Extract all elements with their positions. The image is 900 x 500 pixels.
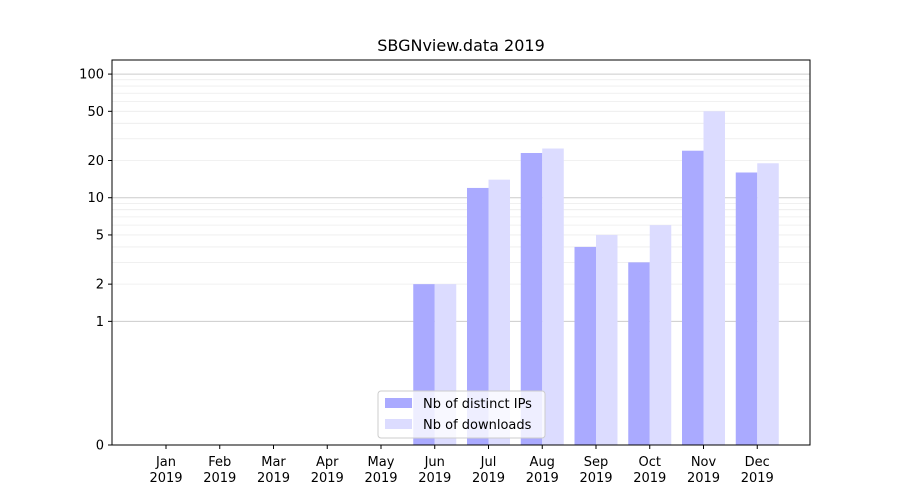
bar-distinct-ips-dec [735, 172, 758, 446]
bar-distinct-ips-nov [682, 150, 704, 445]
legend: Nb of distinct IPs Nb of downloads [377, 390, 546, 439]
y-axis-ticks: 0 1 2 5 10 20 50 100 [79, 68, 112, 454]
legend-box [377, 390, 546, 439]
x-tick-label-month: Feb [208, 455, 231, 470]
bar-distinct-ips-sep [574, 246, 596, 445]
bar-downloads-dec [757, 163, 779, 445]
y-tick-label: 1 [96, 315, 104, 330]
bar-downloads-jul [488, 179, 510, 446]
x-tick-label-month: Jun [424, 455, 445, 470]
y-tick-label: 5 [96, 228, 104, 243]
y-tick-label: 50 [87, 105, 104, 120]
legend-label: Nb of distinct IPs [423, 397, 532, 412]
x-tick-label-year: 2019 [633, 471, 666, 486]
x-tick-label-year: 2019 [203, 471, 236, 486]
x-tick-label-month: Apr [316, 455, 339, 470]
x-tick-label-month: Dec [745, 455, 770, 470]
bar-downloads-aug [542, 148, 564, 445]
x-tick-label-month: Sep [584, 455, 609, 470]
x-tick-label-month: Aug [530, 455, 555, 470]
bar-distinct-ips-oct [628, 262, 650, 445]
x-axis-ticks: Jan2019Feb2019Mar2019Apr2019May2019Jun20… [149, 445, 774, 486]
x-tick-label-year: 2019 [472, 471, 505, 486]
bar-downloads-sep [596, 234, 618, 445]
y-tick-label: 10 [87, 191, 104, 206]
bar-downloads-nov [703, 111, 725, 445]
x-tick-label-year: 2019 [526, 471, 559, 486]
x-tick-label-month: Mar [261, 455, 286, 470]
minor-gridlines [112, 79, 810, 285]
bar-distinct-ips-jul [467, 187, 489, 445]
y-tick-label: 2 [96, 278, 104, 293]
y-tick-label: 0 [96, 439, 104, 454]
x-tick-label-year: 2019 [149, 471, 182, 486]
x-tick-label-year: 2019 [579, 471, 612, 486]
x-tick-label-month: Jul [480, 455, 497, 470]
x-tick-label-month: Jan [155, 455, 176, 470]
x-tick-label-year: 2019 [741, 471, 774, 486]
legend-swatch [385, 419, 412, 429]
x-tick-label-year: 2019 [311, 471, 344, 486]
x-tick-label-month: Oct [639, 455, 661, 470]
x-tick-label-year: 2019 [418, 471, 451, 486]
x-tick-label-year: 2019 [687, 471, 720, 486]
y-tick-label: 100 [79, 68, 104, 83]
legend-swatch [385, 398, 412, 408]
chart-title: SBGNview.data 2019 [377, 36, 545, 55]
x-tick-label-year: 2019 [257, 471, 290, 486]
legend-label: Nb of downloads [423, 418, 532, 433]
x-tick-label-month: Nov [691, 455, 717, 470]
y-tick-label: 20 [87, 154, 104, 169]
plot-frame [111, 59, 811, 446]
x-tick-label-month: May [368, 455, 395, 470]
x-tick-label-year: 2019 [364, 471, 397, 486]
bar-distinct-ips-aug [520, 153, 543, 445]
bar-downloads-oct [649, 225, 672, 445]
